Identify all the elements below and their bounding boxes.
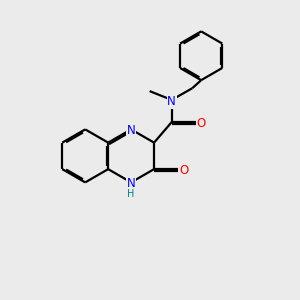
Text: O: O — [179, 164, 188, 177]
Text: N: N — [127, 124, 136, 137]
Text: O: O — [196, 117, 206, 130]
Text: H: H — [128, 189, 135, 199]
Text: N: N — [167, 95, 176, 108]
Text: N: N — [127, 177, 136, 190]
